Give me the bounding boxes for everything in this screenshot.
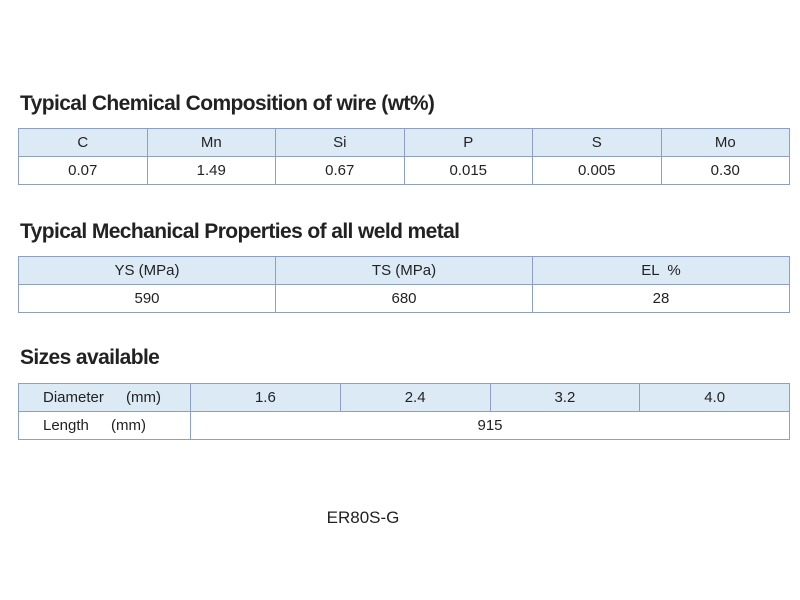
header-row: C Mn Si P S Mo bbox=[18, 128, 790, 157]
header-cell: EL % bbox=[532, 256, 790, 285]
value-cell: 0.005 bbox=[532, 156, 662, 185]
length-value: 915 bbox=[190, 411, 790, 440]
header-cell: C bbox=[18, 128, 148, 157]
value-cell: 3.2 bbox=[489, 383, 641, 412]
section-title: Sizes available bbox=[20, 346, 160, 369]
header-cell: TS (MPa) bbox=[275, 256, 533, 285]
value-cell: 2.4 bbox=[339, 383, 491, 412]
header-cell: YS (MPa) bbox=[18, 256, 276, 285]
sizes-table: Diameter (mm) 1.6 2.4 3.2 4.0 Length (mm) 9… bbox=[18, 383, 790, 440]
section-title: Typical Chemical Composition of wire (wt… bbox=[20, 92, 435, 115]
row-label: Diameter (mm) bbox=[18, 383, 191, 412]
mechanical-table: YS (MPa) TS (MPa) EL % 590 680 28 bbox=[18, 256, 790, 313]
length-row: Length (mm) 915 bbox=[18, 411, 790, 440]
value-cell: 0.30 bbox=[660, 156, 790, 185]
value-cell: 0.07 bbox=[18, 156, 148, 185]
value-cell: 590 bbox=[18, 284, 276, 313]
header-cell: Mn bbox=[146, 128, 276, 157]
header-cell: Mo bbox=[660, 128, 790, 157]
chemical-table: C Mn Si P S Mo 0.07 1.49 0.67 0.015 0.005 0.30 bbox=[18, 128, 790, 185]
row-label: Length (mm) bbox=[18, 411, 191, 440]
value-cell: 4.0 bbox=[639, 383, 790, 412]
value-cell: 680 bbox=[275, 284, 533, 313]
header-row: YS (MPa) TS (MPa) EL % bbox=[18, 256, 790, 285]
value-cell: 1.6 bbox=[190, 383, 341, 412]
header-cell: S bbox=[532, 128, 662, 157]
section-title: Typical Mechanical Properties of all wel… bbox=[20, 220, 460, 243]
value-cell: 1.49 bbox=[146, 156, 276, 185]
header-cell: P bbox=[403, 128, 533, 157]
value-cell: 28 bbox=[532, 284, 790, 313]
header-cell: Si bbox=[275, 128, 405, 157]
value-cell: 0.015 bbox=[403, 156, 533, 185]
diameter-row: Diameter (mm) 1.6 2.4 3.2 4.0 bbox=[18, 383, 790, 412]
value-cell: 0.67 bbox=[275, 156, 405, 185]
caption: ER80S-G bbox=[326, 508, 400, 527]
value-row: 590 680 28 bbox=[18, 284, 790, 313]
value-row: 0.07 1.49 0.67 0.015 0.005 0.30 bbox=[18, 156, 790, 185]
